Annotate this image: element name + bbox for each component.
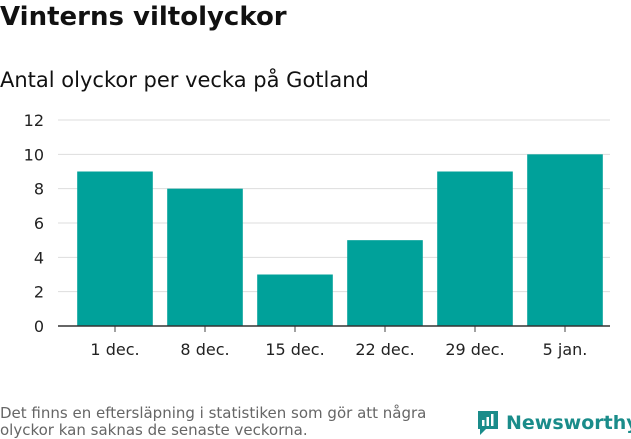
footnote: Det finns en eftersläpning i statistiken…: [0, 404, 427, 439]
x-tick-label: 15 dec.: [265, 340, 324, 359]
x-axis-ticks: 1 dec. 8 dec. 15 dec. 22 dec. 29 dec. 5 jan.: [90, 326, 587, 359]
x-tick-label: 8 dec.: [180, 340, 229, 359]
y-tick-label: 4: [34, 248, 44, 267]
chart-subtitle: Antal olyckor per vecka på Gotland: [0, 68, 369, 92]
x-tick-label: 22 dec.: [355, 340, 414, 359]
y-tick-label: 10: [24, 145, 44, 164]
chart-title: Vinterns viltolyckor: [0, 2, 287, 32]
brand-logo: Newsworthy: [476, 409, 631, 437]
y-tick-label: 6: [34, 214, 44, 233]
y-tick-label: 8: [34, 180, 44, 199]
bar: [527, 154, 603, 326]
x-tick-label: 5 jan.: [543, 340, 588, 359]
bar: [437, 171, 513, 326]
x-tick-label: 1 dec.: [90, 340, 139, 359]
newsworthy-chart-icon: [478, 411, 498, 435]
bar: [347, 240, 423, 326]
y-tick-label: 2: [34, 283, 44, 302]
bar: [167, 188, 243, 326]
bar: [257, 274, 333, 326]
y-tick-label: 12: [24, 111, 44, 130]
brand-name: Newsworthy: [506, 412, 631, 434]
bars: [77, 154, 603, 326]
bar-chart: 0 2 4 6 8 10 12 1 dec. 8 dec. 15 dec. 22 dec. 29 d…: [24, 111, 610, 359]
bar: [77, 171, 153, 326]
x-tick-label: 29 dec.: [445, 340, 504, 359]
y-axis-ticks: 0 2 4 6 8 10 12: [24, 111, 44, 336]
y-tick-label: 0: [34, 317, 44, 336]
